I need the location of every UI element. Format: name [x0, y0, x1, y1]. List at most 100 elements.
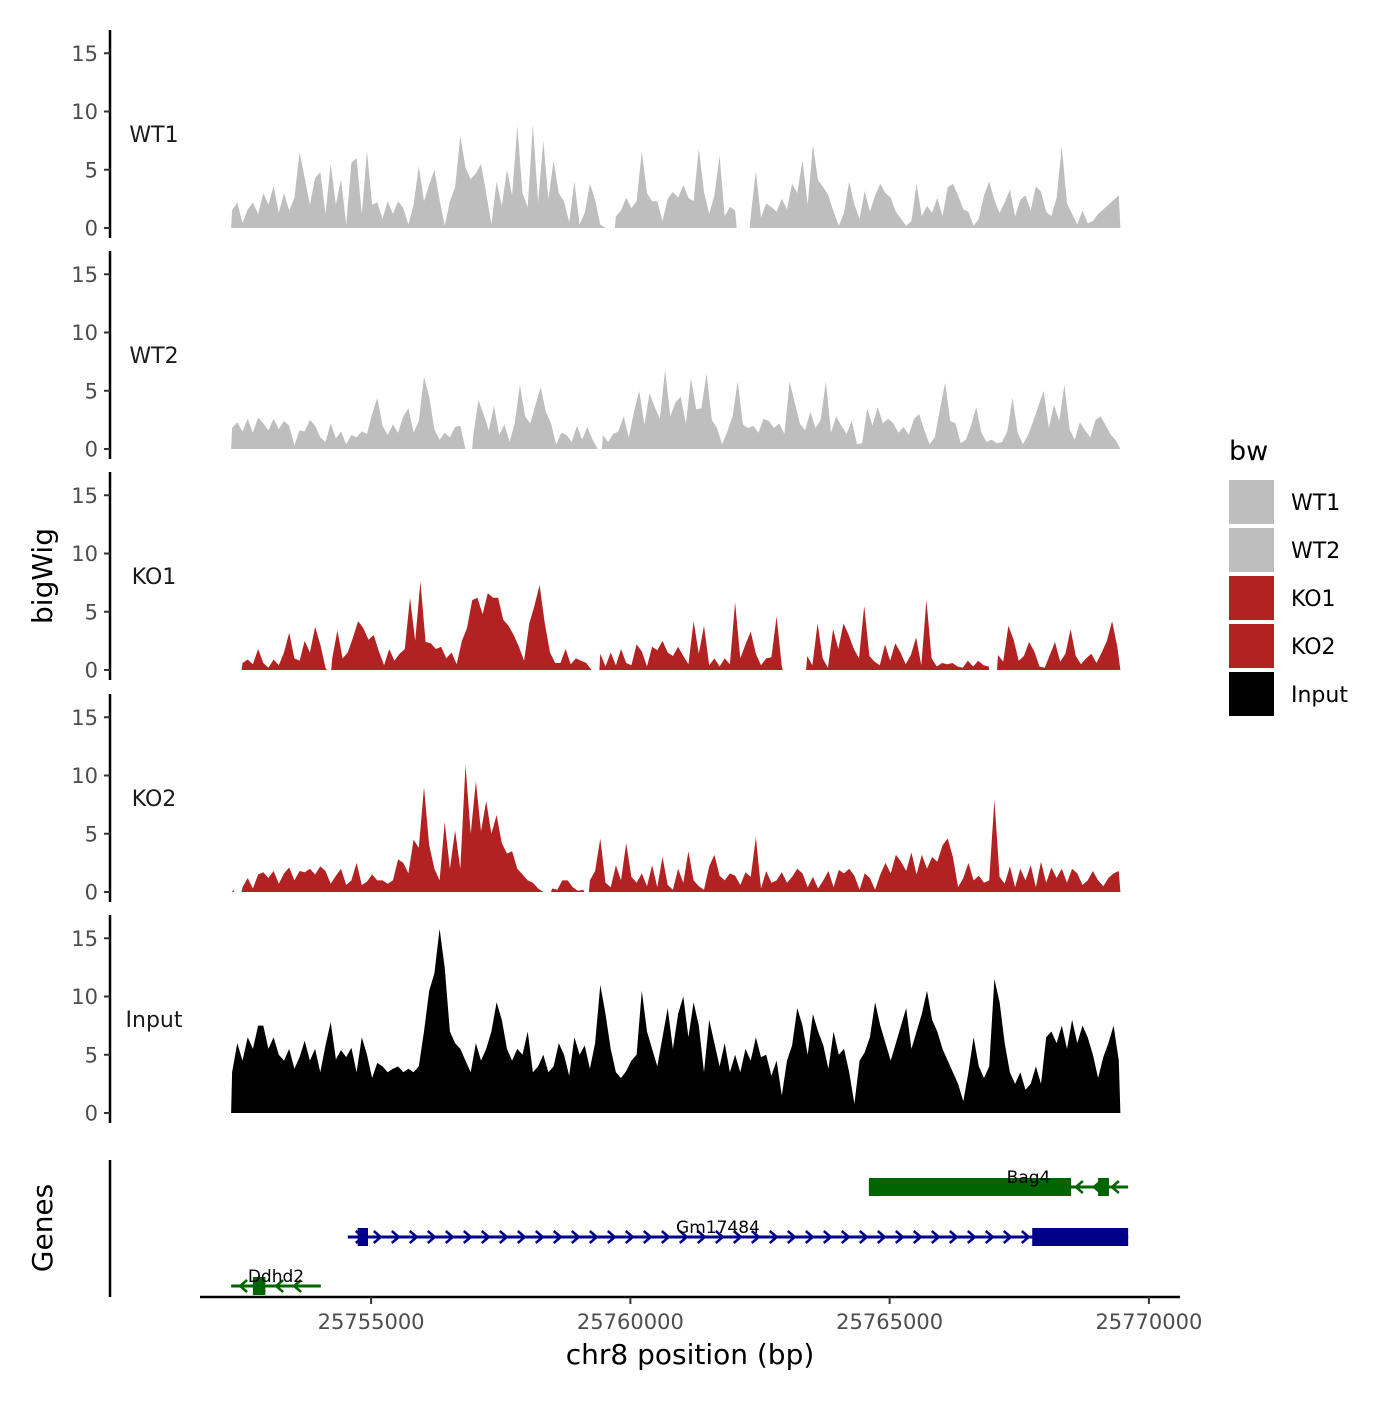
- track-label-input: Input: [126, 1008, 183, 1033]
- coverage-area-input: [231, 928, 1121, 1113]
- strand-chevron: [552, 1230, 563, 1244]
- legend-swatch: [1229, 576, 1274, 620]
- y-tick-label: 15: [71, 927, 98, 951]
- legend-label: KO1: [1291, 587, 1336, 612]
- y-tick-label: 10: [71, 321, 98, 345]
- genes-layer: Bag4 Gm17484 Ddhd2: [108, 1160, 1129, 1297]
- strand-chevron: [804, 1230, 815, 1244]
- gene-exon: [1032, 1228, 1129, 1246]
- track-label-wt1: WT1: [129, 123, 178, 148]
- gene-exon: [357, 1228, 368, 1246]
- y-tick-label: 5: [85, 158, 98, 182]
- strand-chevron: [768, 1230, 779, 1244]
- strand-chevron: [426, 1230, 437, 1244]
- y-tick-label: 0: [85, 217, 98, 241]
- gene-bag4: Bag4: [868, 1168, 1129, 1196]
- strand-chevron: [786, 1230, 797, 1244]
- strand-chevron: [858, 1230, 869, 1244]
- gene-label-bag4: Bag4: [1007, 1168, 1051, 1188]
- y-tick-label: 15: [71, 706, 98, 730]
- strand-chevron: [912, 1230, 923, 1244]
- strand-chevron: [462, 1230, 473, 1244]
- legend-entry-ko1: KO1: [1229, 576, 1336, 620]
- strand-chevron: [1020, 1230, 1031, 1244]
- legend-entry-input: Input: [1229, 672, 1348, 716]
- track-ko2: 0 5 10 15 KO2: [71, 694, 1121, 905]
- coverage-area-wt2: [231, 369, 1121, 449]
- legend-label: WT1: [1291, 491, 1340, 516]
- strand-chevron: [642, 1230, 653, 1244]
- legend-title: bw: [1229, 436, 1268, 467]
- strand-chevron: [292, 1279, 302, 1293]
- y-axis-title: bigWig: [26, 528, 59, 624]
- y-tick-label: 10: [71, 542, 98, 566]
- strand-chevron: [480, 1230, 491, 1244]
- legend-swatch: [1229, 480, 1274, 524]
- x-axis: 25755000 25760000 25765000 25770000: [200, 1295, 1202, 1334]
- legend: bw WT1 WT2 KO1 KO2 Input: [1229, 436, 1348, 716]
- legend-entry-wt2: WT2: [1229, 528, 1340, 572]
- strand-chevron: [516, 1230, 527, 1244]
- y-tick-label: 15: [71, 484, 98, 508]
- y-tick-label: 10: [71, 764, 98, 788]
- y-tick-label: 5: [85, 379, 98, 403]
- strand-chevron: [984, 1230, 995, 1244]
- y-tick-label: 0: [85, 438, 98, 462]
- strand-chevron: [678, 1230, 689, 1244]
- legend-swatch: [1229, 624, 1274, 668]
- strand-chevron: [822, 1230, 833, 1244]
- legend-swatch: [1229, 672, 1274, 716]
- track-label-wt2: WT2: [129, 344, 178, 369]
- x-axis-title: chr8 position (bp): [566, 1338, 815, 1371]
- strand-chevron: [372, 1230, 383, 1244]
- x-tick-label: 25765000: [836, 1310, 943, 1334]
- strand-chevron: [570, 1230, 581, 1244]
- strand-chevron: [606, 1230, 617, 1244]
- legend-label: KO2: [1291, 635, 1336, 660]
- strand-chevron: [714, 1230, 725, 1244]
- gene-exon: [1098, 1178, 1109, 1196]
- legend-label: WT2: [1291, 539, 1340, 564]
- track-label-ko2: KO2: [132, 787, 177, 812]
- coverage-area-ko2: [232, 765, 1121, 892]
- y-tick-label: 15: [71, 42, 98, 66]
- y-tick-label: 10: [71, 985, 98, 1009]
- strand-chevron: [966, 1230, 977, 1244]
- x-tick-label: 25755000: [318, 1310, 425, 1334]
- y-tick-label: 15: [71, 263, 98, 287]
- y-tick-label: 0: [85, 1102, 98, 1126]
- legend-label: Input: [1291, 683, 1348, 708]
- strand-chevron: [840, 1230, 851, 1244]
- gene-label-ddhd2: Ddhd2: [248, 1267, 304, 1287]
- strand-chevron: [534, 1230, 545, 1244]
- coverage-area-wt1: [231, 124, 1121, 228]
- strand-chevron: [696, 1230, 707, 1244]
- strand-chevron: [274, 1279, 284, 1293]
- strand-chevron: [1073, 1180, 1084, 1194]
- strand-chevron: [876, 1230, 887, 1244]
- y-tick-label: 5: [85, 600, 98, 624]
- strand-chevron: [624, 1230, 635, 1244]
- strand-chevron: [1109, 1180, 1120, 1194]
- strand-chevron: [1002, 1230, 1013, 1244]
- coverage-area-ko1: [241, 581, 1121, 670]
- strand-chevron: [930, 1230, 941, 1244]
- y-tick-label: 0: [85, 881, 98, 905]
- strand-chevron: [660, 1230, 671, 1244]
- strand-chevron: [390, 1230, 401, 1244]
- gene-gm17484: Gm17484: [347, 1218, 1129, 1246]
- gene-exon: [252, 1277, 266, 1295]
- strand-chevron: [498, 1230, 509, 1244]
- track-label-ko1: KO1: [132, 565, 177, 590]
- strand-chevron: [444, 1230, 455, 1244]
- strand-chevron: [588, 1230, 599, 1244]
- gene-exon: [868, 1178, 1072, 1196]
- y-tick-label: 5: [85, 1043, 98, 1067]
- y-tick-label: 0: [85, 659, 98, 683]
- strand-chevron: [894, 1230, 905, 1244]
- gene-label-gm17484: Gm17484: [676, 1218, 760, 1238]
- legend-entry-ko2: KO2: [1229, 624, 1336, 668]
- x-tick-label: 25770000: [1095, 1310, 1202, 1334]
- track-input: 0 5 10 15 Input: [71, 915, 1121, 1126]
